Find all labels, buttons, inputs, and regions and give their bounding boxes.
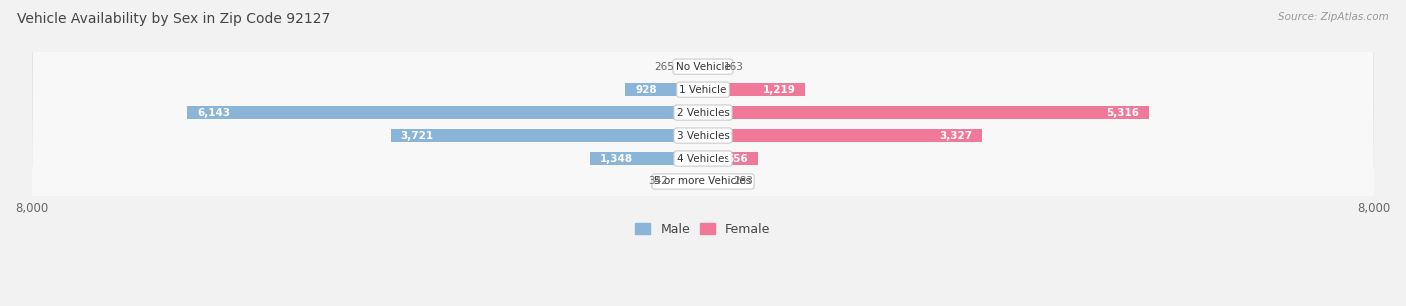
FancyBboxPatch shape xyxy=(32,0,1374,306)
Bar xyxy=(626,83,703,96)
Bar xyxy=(187,106,703,119)
Text: 656: 656 xyxy=(727,154,748,163)
Text: 928: 928 xyxy=(636,85,657,95)
Bar xyxy=(703,106,1149,119)
FancyBboxPatch shape xyxy=(32,0,1374,306)
Text: 1 Vehicle: 1 Vehicle xyxy=(679,85,727,95)
FancyBboxPatch shape xyxy=(31,0,1375,306)
Text: 3,721: 3,721 xyxy=(401,131,434,140)
Bar xyxy=(681,60,703,73)
Text: Vehicle Availability by Sex in Zip Code 92127: Vehicle Availability by Sex in Zip Code … xyxy=(17,12,330,26)
Text: 2 Vehicles: 2 Vehicles xyxy=(676,108,730,118)
FancyBboxPatch shape xyxy=(32,0,1374,306)
Text: 342: 342 xyxy=(648,177,668,186)
FancyBboxPatch shape xyxy=(31,0,1375,306)
Text: No Vehicle: No Vehicle xyxy=(675,62,731,72)
Bar xyxy=(391,129,703,142)
Bar xyxy=(591,152,703,165)
Bar xyxy=(675,175,703,188)
Text: 163: 163 xyxy=(724,62,744,72)
Bar xyxy=(703,83,806,96)
Legend: Male, Female: Male, Female xyxy=(630,218,776,241)
Text: 6,143: 6,143 xyxy=(197,108,231,118)
Text: 3 Vehicles: 3 Vehicles xyxy=(676,131,730,140)
Bar xyxy=(703,60,717,73)
FancyBboxPatch shape xyxy=(31,0,1375,306)
Bar xyxy=(703,129,983,142)
Text: 5,316: 5,316 xyxy=(1107,108,1139,118)
Bar xyxy=(703,152,758,165)
Text: 283: 283 xyxy=(734,177,754,186)
Text: 1,348: 1,348 xyxy=(600,154,633,163)
FancyBboxPatch shape xyxy=(31,0,1375,306)
Text: 265: 265 xyxy=(654,62,673,72)
FancyBboxPatch shape xyxy=(31,0,1375,306)
Text: 4 Vehicles: 4 Vehicles xyxy=(676,154,730,163)
Text: 3,327: 3,327 xyxy=(939,131,972,140)
Bar xyxy=(703,175,727,188)
FancyBboxPatch shape xyxy=(32,0,1374,306)
Text: 1,219: 1,219 xyxy=(762,85,796,95)
Text: 5 or more Vehicles: 5 or more Vehicles xyxy=(654,177,752,186)
FancyBboxPatch shape xyxy=(32,0,1374,288)
FancyBboxPatch shape xyxy=(31,0,1375,288)
Text: Source: ZipAtlas.com: Source: ZipAtlas.com xyxy=(1278,12,1389,22)
FancyBboxPatch shape xyxy=(32,0,1374,265)
